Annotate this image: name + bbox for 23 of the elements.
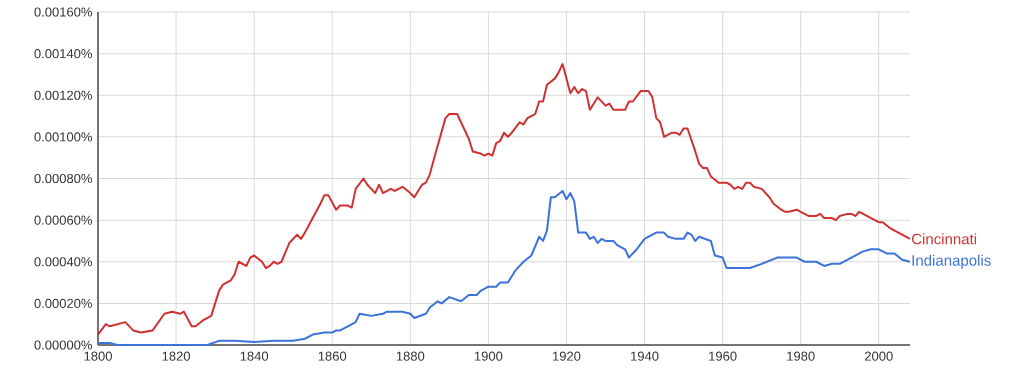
y-tick-label: 0.00080% (34, 173, 93, 184)
y-tick-label: 0.00040% (34, 257, 93, 267)
x-tick-label: 1900 (474, 351, 503, 361)
x-tick-label: 1820 (162, 351, 191, 361)
x-tick-label: 2000 (864, 351, 893, 361)
y-tick-label: 0.00120% (34, 90, 93, 100)
y-tick-label: 0.00100% (34, 132, 93, 142)
y-tick-label: 0.00140% (34, 49, 93, 59)
line-series (97, 63, 912, 336)
x-tick-label: 1880 (396, 351, 425, 361)
x-tick-label: 1980 (787, 351, 815, 361)
series-label: Cincinnati (911, 233, 977, 245)
x-tick-label: 1920 (553, 351, 581, 361)
series-label: Indianapolis (912, 254, 991, 269)
y-tick-label: 0.00160% (34, 7, 93, 17)
y-tick-label: 0.00000% (34, 340, 93, 350)
x-tick-label: 1840 (240, 351, 269, 361)
x-tick-label: 1860 (318, 351, 347, 361)
y-tick-label: 0.00060% (34, 215, 93, 225)
x-tick-label: 1960 (709, 351, 737, 361)
x-tick-label: 1940 (631, 351, 659, 361)
x-tick-label: 1800 (84, 351, 112, 361)
y-tick-label: 0.00020% (34, 298, 93, 308)
